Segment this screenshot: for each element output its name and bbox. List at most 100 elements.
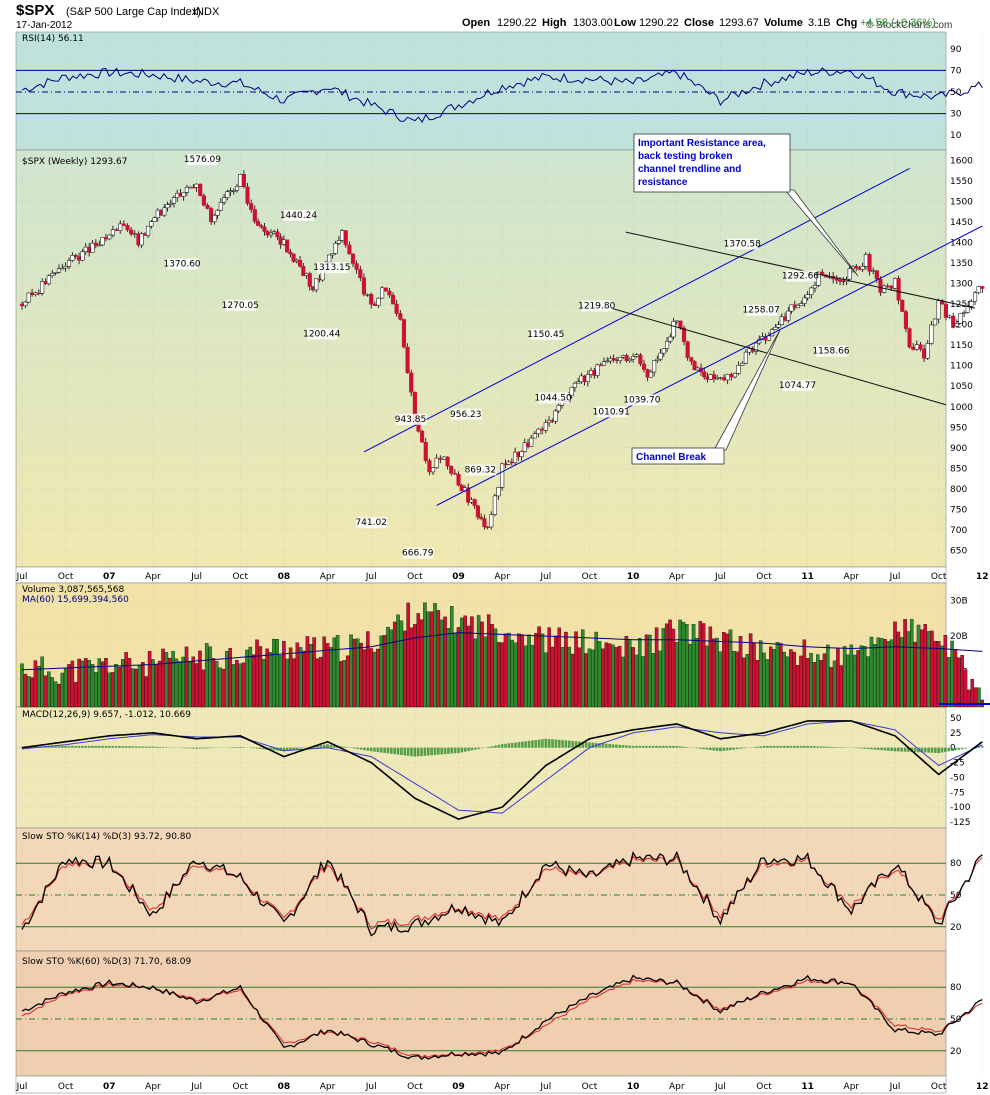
volume-bar (604, 642, 608, 708)
macd-histogram-bar (739, 747, 742, 749)
price-candle-body (732, 373, 738, 378)
volume-bar (644, 634, 649, 708)
price-candle-body (500, 463, 505, 488)
axis-layer: Jul Jul Oct Oct 07 07 Apr Apr Jul Jul Oct Oct 08 08 Ap… (16, 572, 989, 1092)
volume-bar (335, 635, 340, 708)
volume-bar (258, 646, 263, 708)
x-tick-label-top: Jul (190, 572, 202, 582)
volume-bar (587, 648, 592, 708)
volume-bar (376, 648, 380, 708)
volume-bar (503, 633, 508, 708)
price-candle-body (245, 186, 250, 204)
price-candle-body (77, 256, 82, 261)
macd-histogram-bar (94, 745, 98, 748)
volume-bar (705, 645, 709, 708)
x-axis-strip-bottom (15, 1075, 947, 1094)
macd-histogram-bar (893, 747, 897, 752)
macd-histogram-bar (134, 746, 138, 748)
macd-histogram-bar (272, 747, 276, 751)
price-level-label: 1039.70 (623, 395, 660, 405)
volume-bar (668, 619, 672, 708)
volume-bar (359, 642, 363, 708)
macd-histogram-bar (60, 745, 64, 748)
volume-bar (423, 602, 427, 708)
x-tick-label-top: 10 (627, 572, 640, 582)
volume-bar (681, 621, 686, 708)
macd-histogram-bar (97, 745, 101, 748)
volume-bar (903, 619, 907, 708)
macd-histogram-bar (151, 746, 155, 748)
price-candle-body (743, 351, 748, 364)
volume-bar (866, 656, 870, 708)
macd-histogram-bar (954, 747, 957, 751)
price-candle-body (259, 225, 264, 228)
volume-bar (184, 646, 189, 708)
volume-bar (631, 647, 635, 708)
volume-bar (198, 650, 202, 708)
volume-bar (560, 647, 565, 708)
volume-bar (77, 658, 81, 708)
price-candle-body (212, 215, 217, 223)
x-tick-label-top: Oct (756, 572, 772, 582)
price-candle-body (330, 253, 335, 256)
price-candle-body (472, 499, 477, 507)
price-candle-body (262, 226, 267, 232)
volume-bar (822, 653, 827, 708)
price-label-bg (530, 328, 562, 340)
volume-bar (849, 644, 854, 708)
volume-bar (409, 627, 414, 708)
volume-bar (916, 624, 921, 708)
price-candle-body (485, 526, 490, 529)
price-candle-body (522, 442, 527, 452)
x-tick-label-bottom: Jul (190, 1082, 202, 1092)
price-candle-body (692, 361, 697, 371)
macd-histogram-bar (705, 747, 709, 750)
macd-histogram-bar (426, 747, 430, 756)
macd-histogram-bar (514, 742, 517, 748)
macd-histogram-bar (111, 745, 114, 748)
macd-histogram-bar (524, 741, 527, 748)
macd-histogram-bar (386, 747, 390, 754)
volume-bar (513, 642, 518, 708)
macd-histogram-bar (332, 745, 336, 748)
price-candle-body (369, 293, 374, 305)
volume-bar (641, 656, 645, 708)
macd-histogram-bar (114, 746, 118, 748)
x-tick-label-bottom: Oct (582, 1082, 598, 1092)
volume-bar (554, 635, 558, 708)
volume-bar (718, 651, 723, 708)
volume-bar (439, 619, 444, 708)
price-candle-body (911, 346, 916, 350)
volume-bar (94, 672, 98, 708)
volume-bar (624, 636, 629, 708)
volume-bar (664, 623, 669, 708)
price-candle-body (489, 514, 494, 528)
price-candle-body (519, 451, 524, 457)
volume-bar (282, 641, 286, 708)
price-y-tick: 1400 (950, 238, 973, 248)
price-candle-body (215, 209, 220, 216)
volume-bar (564, 631, 568, 708)
sto14-title: Slow STO %K(14) %D(3) 93.72, 90.80 (22, 832, 192, 842)
macd-histogram-bar (262, 747, 266, 750)
price-candle-body (36, 292, 41, 295)
x-tick-label-bottom: Apr (669, 1082, 685, 1092)
x-tick-label-top: Jul (16, 572, 28, 582)
volume-bar (795, 665, 800, 708)
volume-bar (594, 631, 598, 708)
close-label: Close (684, 17, 714, 29)
macd-histogram-bar (144, 746, 148, 748)
macd-histogram-bar (50, 746, 54, 748)
price-candle-body (540, 428, 545, 431)
volume-bar (779, 643, 783, 708)
macd-y-tick: -25 (950, 759, 965, 769)
macd-histogram-bar (782, 745, 786, 748)
volume-bar (70, 660, 75, 708)
macd-histogram-bar (608, 743, 611, 748)
volume-bar (826, 644, 830, 708)
macd-histogram-bar (208, 747, 212, 749)
macd-histogram-bar (655, 745, 658, 748)
low-value: 1290.22 (639, 17, 679, 29)
macd-y-tick: -50 (950, 773, 965, 783)
macd-y-tick: 50 (950, 714, 962, 724)
